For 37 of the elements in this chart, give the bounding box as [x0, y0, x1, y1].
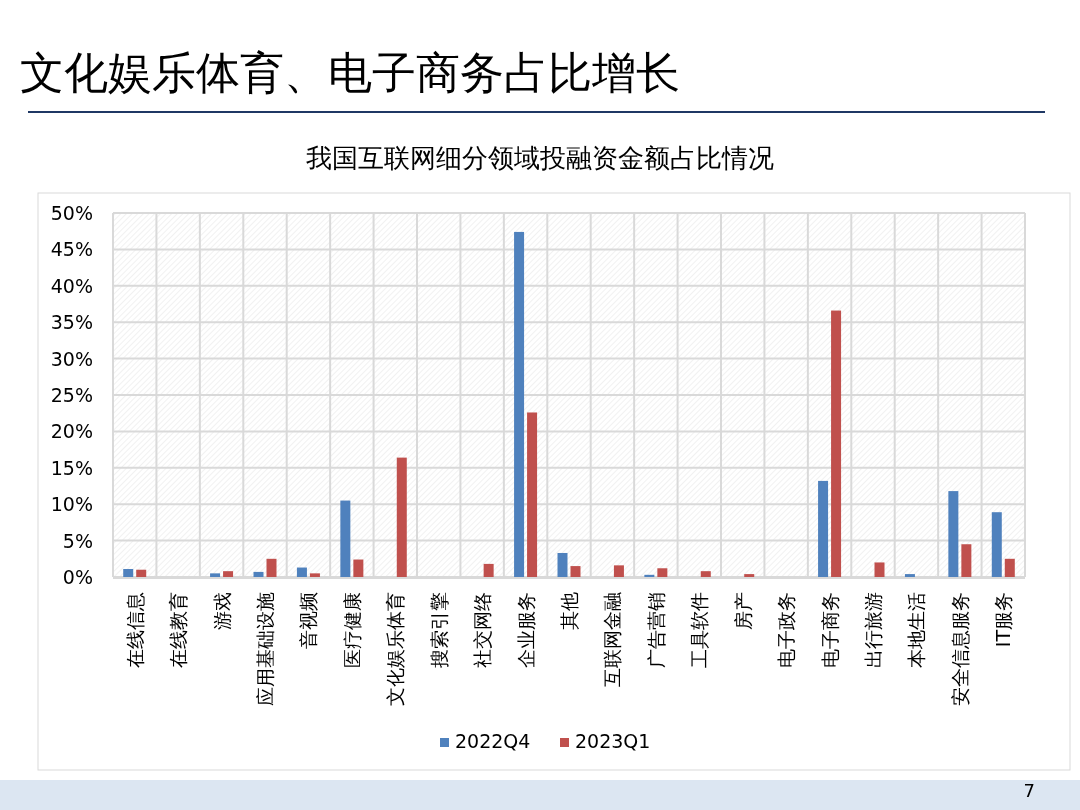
x-tick-label: 互联网金融	[601, 592, 624, 687]
y-tick-label: 10%	[50, 493, 93, 516]
x-tick-label: 音视频	[297, 592, 320, 649]
x-tick-label: 工具软件	[688, 592, 711, 668]
x-tick-label: 搜索引擎	[427, 592, 450, 668]
x-tick-label: 广告营销	[644, 592, 667, 668]
y-tick-label: 50%	[50, 202, 93, 224]
y-tick-label: 35%	[50, 311, 93, 334]
y-tick-label: 15%	[50, 456, 93, 479]
y-tick-label: 25%	[50, 384, 93, 406]
x-tick-label: 电子商务	[818, 592, 841, 668]
y-tick-label: 40%	[50, 274, 93, 297]
x-tick-label: 在线教育	[167, 592, 190, 668]
x-tick-label: 出行旅游	[862, 592, 884, 668]
y-tick-label: 45%	[50, 238, 93, 261]
x-tick-label: 安全信息服务	[948, 592, 971, 706]
y-tick-label: 20%	[50, 420, 93, 443]
y-tick-label: 0%	[62, 566, 93, 588]
y-tick-label: 30%	[50, 347, 93, 370]
chart-title: 文化娱乐体育、电子商务占比增长	[20, 47, 680, 98]
x-tick-label: 电子政务	[775, 592, 798, 668]
x-tick-label: 应用基础设施	[254, 592, 276, 706]
x-tick-label: 其他	[558, 592, 580, 630]
text: 7	[1023, 780, 1035, 801]
x-tick-label: IT服务	[992, 592, 1015, 648]
x-tick-label: 医疗健康	[340, 592, 363, 668]
y-tick-label: 5%	[62, 529, 93, 552]
chart-subtitle: 我国互联网细分领域投融资金额占比情况	[306, 143, 774, 173]
x-tick-label: 文化娱乐体育	[384, 592, 407, 706]
x-tick-label: 企业服务	[514, 592, 537, 668]
legend-label: 2023Q1	[575, 730, 651, 752]
x-tick-label: 房产	[731, 592, 754, 630]
legend-label: 2022Q4	[455, 730, 531, 752]
x-tick-label: 本地生活	[905, 592, 928, 668]
x-tick-label: 在线信息	[123, 592, 146, 668]
x-tick-label: 游戏	[210, 592, 233, 630]
x-tick-label: 社交网络	[471, 592, 494, 668]
